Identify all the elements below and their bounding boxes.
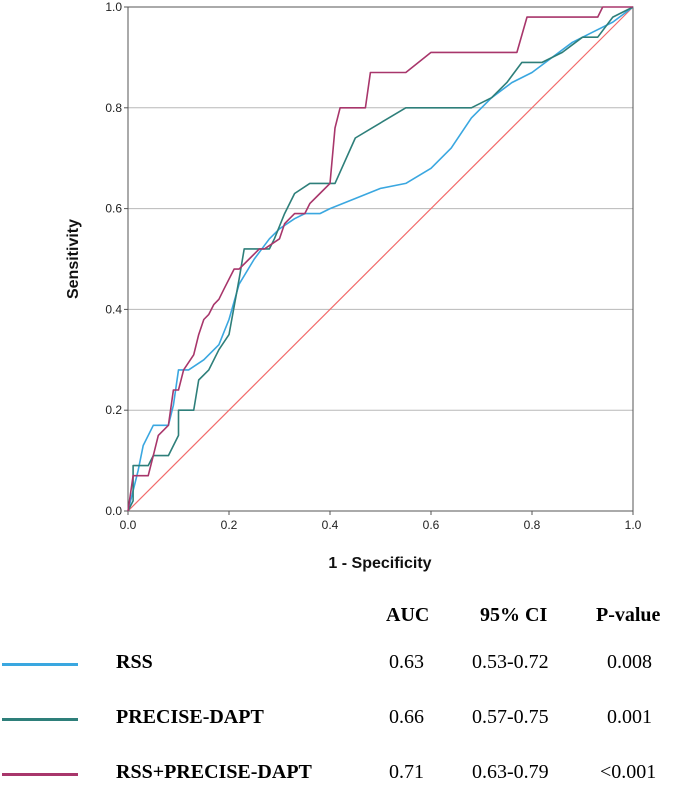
series-line-rss [127,6,634,512]
series-lines [127,6,634,512]
auc-value: 0.66 [389,706,424,728]
chart-axes [124,6,634,515]
ci-value: 0.63-0.79 [472,761,549,783]
header-auc: AUC [386,604,430,626]
y-tick-label: 0.0 [105,504,122,518]
legend-swatch-precise-dapt [2,718,78,721]
legend-label-precise-dapt: PRECISE-DAPT [116,706,264,728]
auc-value: 0.71 [389,761,424,783]
p-value: 0.001 [607,706,652,728]
series-line-precise-dapt [127,6,634,512]
legend-swatch-rss [2,663,78,666]
legend-swatch-combined [2,773,78,776]
legend-row-precise-dapt: PRECISE-DAPT 0.66 0.57-0.75 0.001 [0,701,680,741]
x-tick-label: 0.2 [221,518,238,532]
series-line-rss-precise-dapt [127,6,633,512]
ci-value: 0.57-0.75 [472,706,549,728]
auc-value: 0.63 [389,651,424,673]
x-tick-label: 0.0 [120,518,137,532]
tick-labels: 0.0 0.2 0.4 0.6 0.8 1.0 0.0 0.2 0.4 0.6 0.8 1.0 [105,0,641,532]
plot-frame [127,6,634,512]
p-value: <0.001 [600,761,657,783]
y-tick-label: 0.2 [105,403,122,417]
reference-diagonal [127,6,634,512]
x-tick-label: 0.4 [322,518,339,532]
header-ci: 95% CI [480,604,548,626]
legend-label-rss: RSS [116,651,153,673]
header-p-value: P-value [596,604,661,626]
y-tick-label: 0.6 [105,202,122,216]
x-axis-title: 1 - Specificity [328,555,431,572]
x-tick-label: 0.8 [524,518,541,532]
roc-chart: 0.0 0.2 0.4 0.6 0.8 1.0 0.0 0.2 0.4 0.6 0.8 1.0 1 -… [65,0,642,572]
legend-row-combined: RSS+PRECISE-DAPT 0.71 0.63-0.79 <0.001 [0,756,680,796]
x-tick-label: 1.0 [625,518,642,532]
y-tick-label: 0.4 [105,302,122,316]
y-tick-label: 1.0 [105,0,122,14]
legend-row-rss: RSS 0.63 0.53-0.72 0.008 [0,646,680,686]
p-value: 0.008 [607,651,652,673]
legend-label-combined: RSS+PRECISE-DAPT [116,761,312,783]
y-tick-label: 0.8 [105,101,122,115]
y-axis-title: Sensitivity [65,219,82,299]
x-tick-label: 0.6 [423,518,440,532]
ci-value: 0.53-0.72 [472,651,549,673]
reference-line [127,6,634,512]
